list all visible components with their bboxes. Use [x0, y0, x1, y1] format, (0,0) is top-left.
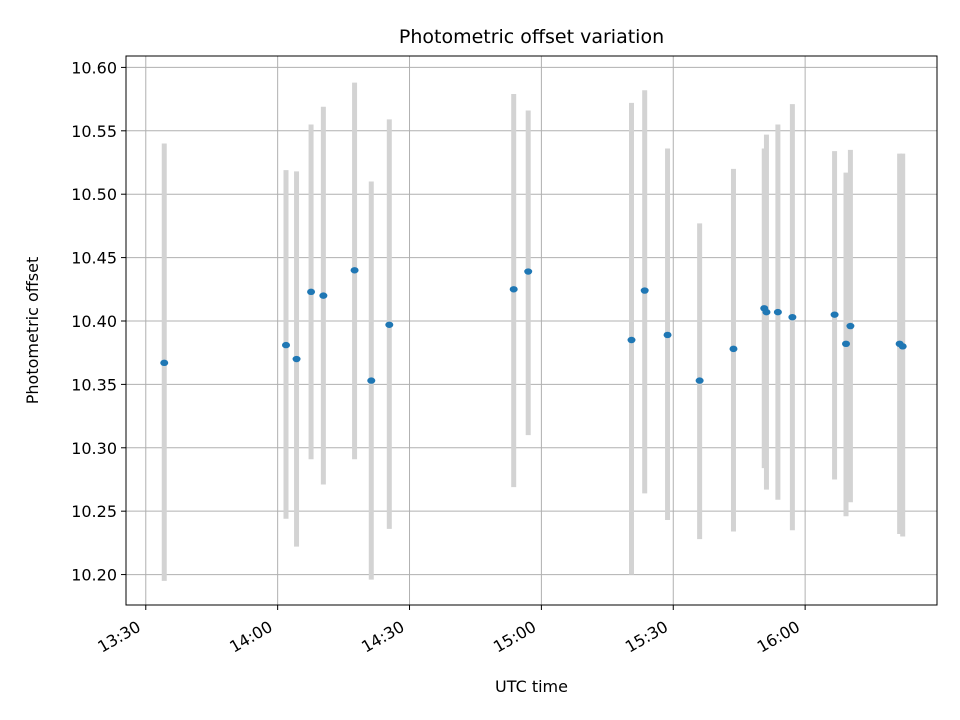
- chart-title: Photometric offset variation: [399, 26, 664, 48]
- data-point: [842, 340, 851, 348]
- data-point: [898, 343, 907, 350]
- data-point: [846, 322, 855, 330]
- data-point: [627, 336, 636, 344]
- data-point: [319, 292, 328, 299]
- data-point: [762, 308, 771, 316]
- y-axis-title: Photometric offset: [23, 257, 42, 405]
- y-tick-label: 10.20: [71, 566, 117, 585]
- x-axis-title: UTC time: [495, 677, 568, 696]
- data-point: [307, 288, 316, 296]
- y-tick-label: 10.50: [71, 185, 117, 204]
- y-tick-label: 10.25: [71, 502, 117, 521]
- y-tick-label: 10.55: [71, 122, 117, 141]
- data-point: [385, 321, 394, 328]
- data-point: [350, 267, 359, 274]
- data-point: [788, 313, 797, 321]
- data-point: [830, 311, 839, 318]
- data-point: [367, 377, 376, 384]
- data-points: [160, 267, 907, 384]
- plot-frame: [125, 55, 938, 606]
- data-point: [509, 286, 518, 293]
- data-point: [773, 308, 782, 316]
- grid: [126, 56, 937, 605]
- data-point: [695, 377, 704, 384]
- y-tick-label: 10.30: [71, 439, 117, 458]
- data-point: [282, 341, 291, 349]
- y-tick-label: 10.60: [71, 58, 117, 77]
- y-axis-ticks: 10.20 10.25 10.30 10.35 10.40 10.45 10.50 10.55…: [71, 58, 126, 585]
- data-point: [160, 359, 169, 367]
- y-tick-label: 10.45: [71, 249, 117, 268]
- data-point: [292, 355, 301, 363]
- y-tick-label: 10.35: [71, 375, 117, 394]
- data-point: [729, 345, 738, 353]
- data-point: [640, 287, 649, 294]
- data-point: [524, 268, 533, 275]
- data-point: [663, 331, 672, 339]
- y-tick-label: 10.40: [71, 312, 117, 331]
